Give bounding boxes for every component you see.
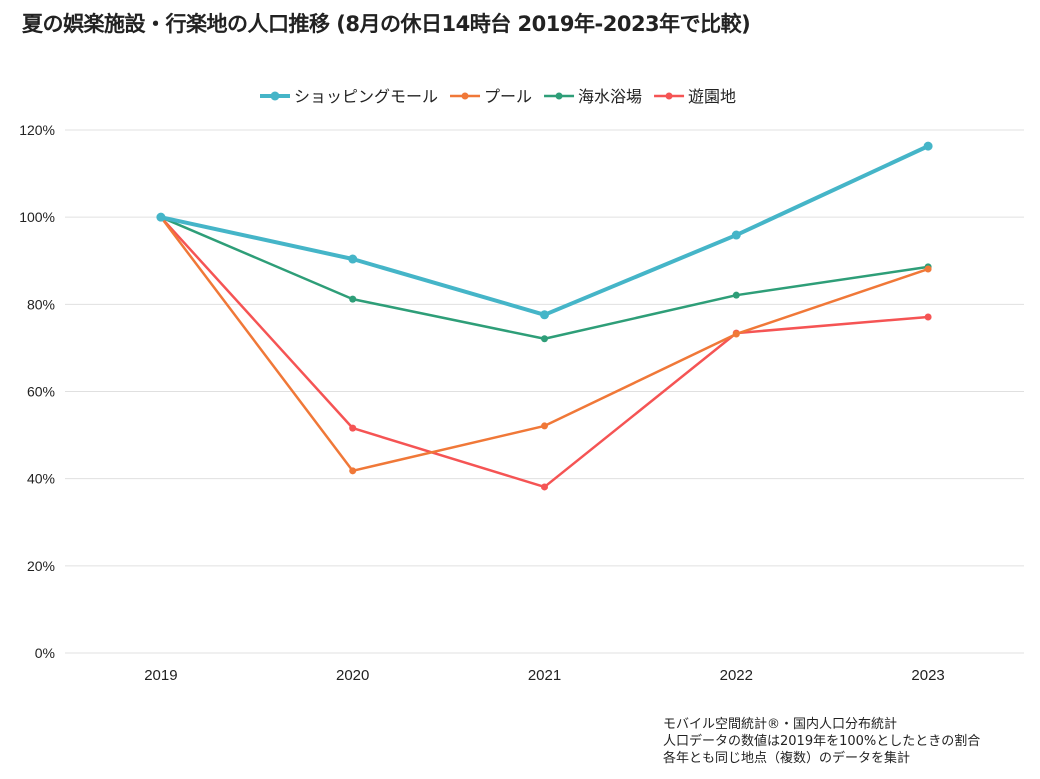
y-tick-label: 80% xyxy=(27,296,55,312)
y-tick-label: 120% xyxy=(19,122,55,138)
footnote: 各年とも同じ地点（複数）のデータを集計 xyxy=(663,751,911,766)
footnotes: モバイル空間統計®・国内人口分布統計 人口データの数値は2019年を100%とし… xyxy=(663,716,980,767)
data-point xyxy=(156,212,166,222)
legend-label: 遊園地 xyxy=(688,87,736,106)
data-point xyxy=(923,141,933,151)
legend-marker xyxy=(665,92,673,100)
y-tick-label: 0% xyxy=(35,645,55,661)
data-point xyxy=(924,265,932,273)
data-point xyxy=(924,313,932,321)
series-line xyxy=(159,216,929,489)
series-line xyxy=(160,216,929,341)
data-point xyxy=(731,230,741,240)
y-tick-label: 20% xyxy=(27,558,55,574)
data-point xyxy=(541,422,548,430)
data-point xyxy=(349,467,357,475)
data-point xyxy=(541,335,548,343)
x-tick-label: 2022 xyxy=(720,667,753,684)
data-point xyxy=(732,291,740,299)
x-tick-label: 2020 xyxy=(336,667,369,684)
data-point xyxy=(349,424,357,432)
series-line xyxy=(160,144,929,317)
legend-marker xyxy=(270,91,280,101)
y-tick-label: 40% xyxy=(27,471,55,487)
chart-title: 夏の娯楽施設・行楽地の人口推移 (8月の休日14時台 2019年-2023年で比… xyxy=(22,12,751,36)
x-tick-label: 2023 xyxy=(911,667,944,684)
data-point xyxy=(349,295,357,303)
legend-label: 海水浴場 xyxy=(578,87,642,106)
data-point xyxy=(541,483,548,491)
legend-label: プール xyxy=(484,87,532,106)
footnote: モバイル空間統計®・国内人口分布統計 xyxy=(663,717,898,732)
data-point xyxy=(348,254,358,264)
y-tick-label: 60% xyxy=(27,384,55,400)
y-tick-label: 100% xyxy=(19,209,55,225)
data-point xyxy=(540,310,549,320)
legend-marker xyxy=(555,92,563,100)
data-point xyxy=(732,330,740,338)
x-tick-label: 2021 xyxy=(528,667,561,684)
legend-label: ショッピングモール xyxy=(294,87,438,106)
x-tick-label: 2019 xyxy=(144,667,177,684)
legend-marker xyxy=(461,92,469,100)
footnote: 人口データの数値は2019年を100%としたときの割合 xyxy=(663,734,981,749)
